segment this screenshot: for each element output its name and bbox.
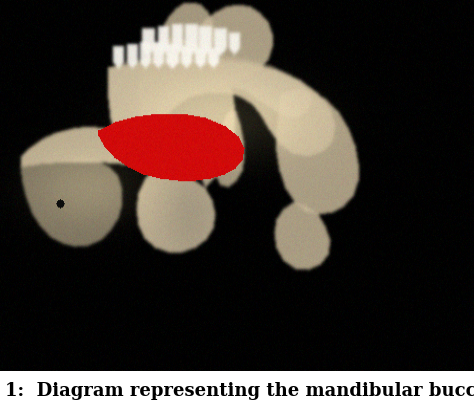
Text: 1:  Diagram representing the mandibular buccal: 1: Diagram representing the mandibular b…	[5, 381, 474, 399]
